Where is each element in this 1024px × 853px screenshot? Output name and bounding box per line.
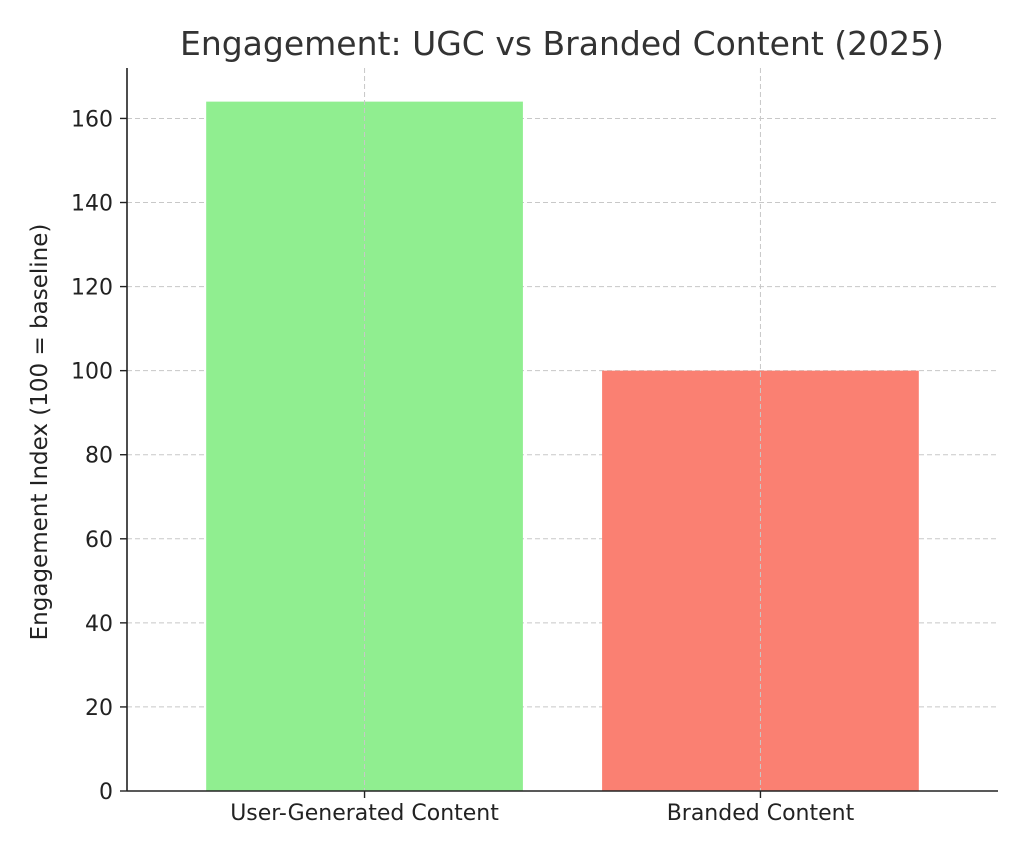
y-tick-label: 20 <box>85 696 113 721</box>
axes-layer: 0 20 40 60 80 100 120 140 160 User-Generated Cont… <box>71 68 998 826</box>
y-tick-label: 60 <box>85 528 113 553</box>
y-tick-label: 120 <box>71 276 113 301</box>
y-tick-label: 80 <box>85 444 113 469</box>
y-tick-label: 40 <box>85 612 113 637</box>
y-tick-label: 0 <box>99 780 113 805</box>
x-tick-label: User-Generated Content <box>230 801 499 826</box>
y-axis-label: Engagement Index (100 = baseline) <box>27 224 53 641</box>
y-tick-label: 160 <box>71 107 113 132</box>
y-tick-label: 100 <box>71 360 113 385</box>
x-tick-label: Branded Content <box>667 801 855 826</box>
bars-layer <box>206 68 919 791</box>
y-tick-label: 140 <box>71 192 113 217</box>
chart-title: Engagement: UGC vs Branded Content (2025… <box>180 24 944 63</box>
